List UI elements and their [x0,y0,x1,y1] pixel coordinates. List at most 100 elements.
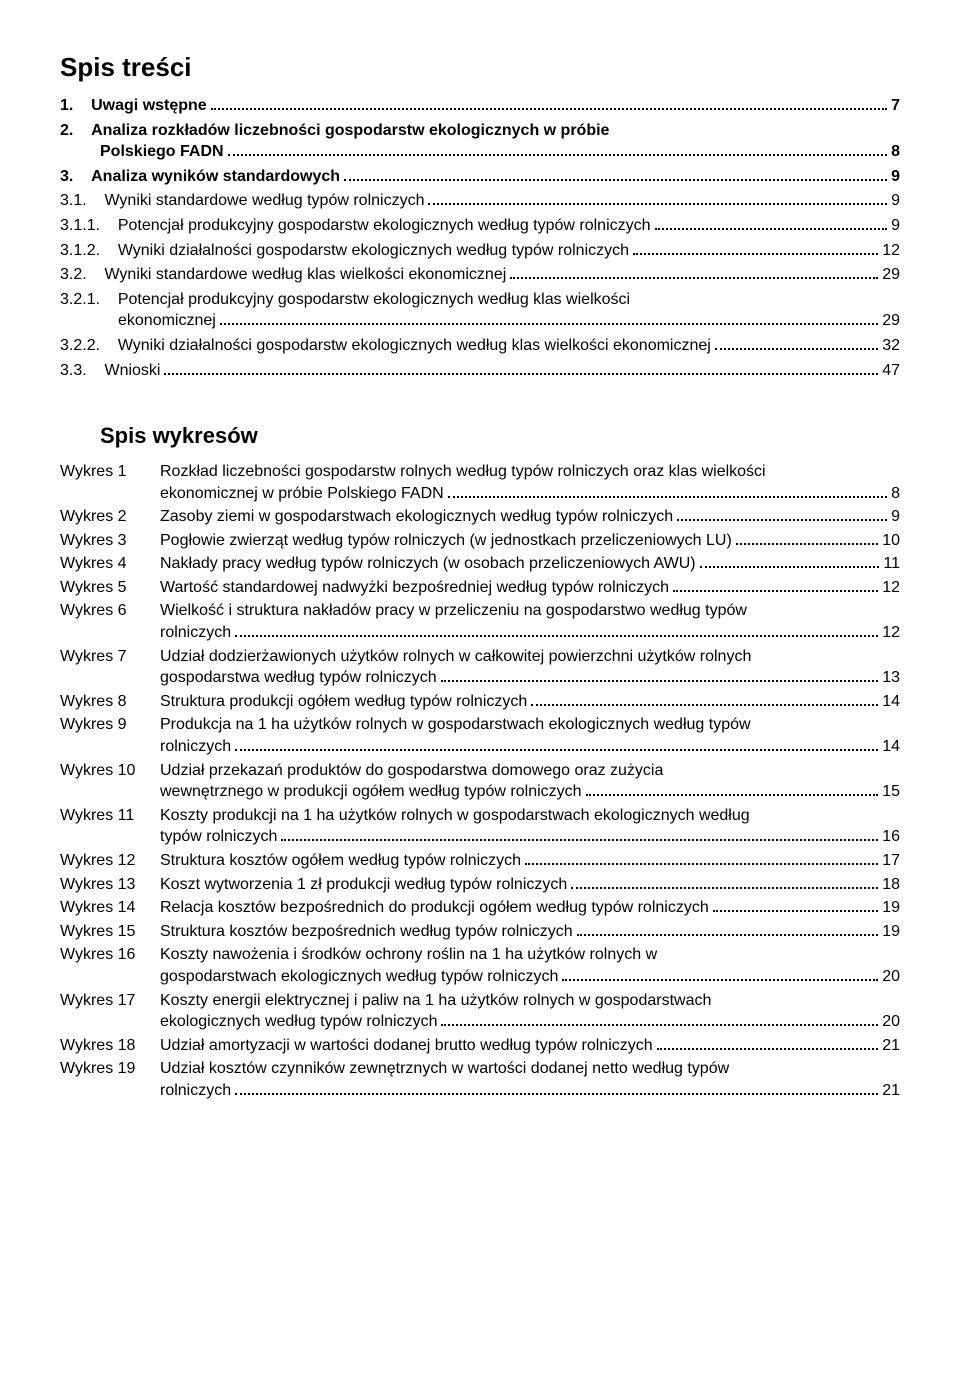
figure-entry-number: Wykres 10 [60,760,160,782]
figure-entry-page: 8 [891,483,900,505]
toc-entry: 3.3. Wnioski47 [60,360,900,382]
figure-entry-label: gospodarstwa według typów rolniczych [160,667,437,689]
dot-leader [428,191,887,206]
toc-entry-page: 29 [882,264,900,286]
dot-leader [700,553,880,568]
figure-entry-number: Wykres 15 [60,921,160,943]
dot-leader [510,264,878,279]
figure-entry: Wykres 9Produkcja na 1 ha użytków rolnyc… [60,714,900,757]
toc-entry-page: 9 [891,215,900,237]
figure-entry-page: 17 [882,850,900,872]
dot-leader [164,360,878,375]
toc-entry-label: Potencjał produkcyjny gospodarstw ekolog… [118,291,630,308]
figure-entry-page: 20 [882,966,900,988]
dot-leader [736,530,878,545]
toc-entry-number: 2. [60,122,73,139]
figure-entry-number: Wykres 5 [60,577,160,599]
figure-entry-label: Relacja kosztów bezpośrednich do produkc… [160,897,709,919]
figure-entry: Wykres 12Struktura kosztów ogółem według… [60,850,900,872]
toc-entry-page: 9 [891,190,900,212]
figure-entry-label: Rozkład liczebności gospodarstw rolnych … [160,461,766,483]
dot-leader [715,335,878,350]
dot-leader [577,921,879,936]
figure-entry-number: Wykres 4 [60,553,160,575]
figure-entry: Wykres 14Relacja kosztów bezpośrednich d… [60,897,900,919]
figure-entry-number: Wykres 18 [60,1035,160,1057]
figure-entry-label: Struktura kosztów bezpośrednich według t… [160,921,573,943]
toc-entry-page: 12 [882,240,900,262]
figure-entry: Wykres 11Koszty produkcji na 1 ha użytkó… [60,805,900,848]
toc-entry-page: 47 [882,360,900,382]
figure-entry-page: 19 [882,921,900,943]
figure-entry-label: ekonomicznej w próbie Polskiego FADN [160,483,444,505]
figure-entry-page: 19 [882,897,900,919]
figure-entry-label: Pogłowie zwierząt według typów rolniczyc… [160,530,732,552]
figure-entry-page: 18 [882,874,900,896]
dot-leader [525,850,878,865]
toc-entry-number: 3.1. [60,190,104,212]
dot-leader [220,311,878,326]
figure-entry-page: 12 [882,577,900,599]
toc-entry: 3.1. Wyniki standardowe według typów rol… [60,190,900,212]
figure-entry-label: Udział kosztów czynników zewnętrznych w … [160,1058,729,1080]
figure-entry-label: Koszt wytworzenia 1 zł produkcji według … [160,874,567,896]
figure-entry-label: typów rolniczych [160,826,277,848]
toc-heading: Spis treści [60,50,900,85]
figure-entry-page: 20 [882,1011,900,1033]
dot-leader [441,1011,878,1026]
figure-entry-page: 12 [882,622,900,644]
toc-entry-page: 9 [891,166,900,188]
toc-entry: 3.1.1. Potencjał produkcyjny gospodarstw… [60,215,900,237]
toc-entry-label: Uwagi wstępne [91,95,207,117]
figure-entry-label: Wartość standardowej nadwyżki bezpośredn… [160,577,669,599]
figure-entry-page: 11 [883,553,900,575]
toc-entry-number: 3.2.1. [60,291,100,308]
figure-entry-number: Wykres 7 [60,646,160,668]
figure-entry-page: 15 [882,781,900,803]
toc-entry: 3.2.2. Wyniki działalności gospodarstw e… [60,335,900,357]
figure-entry-label: Zasoby ziemi w gospodarstwach ekologiczn… [160,506,673,528]
figure-entry-label: Wielkość i struktura nakładów pracy w pr… [160,600,747,622]
dot-leader [281,827,878,842]
toc-entry: 2. Analiza rozkładów liczebności gospoda… [60,120,900,163]
figure-entry-page: 21 [882,1035,900,1057]
toc-entry-label: Wnioski [104,360,160,382]
figure-entry: Wykres 5Wartość standardowej nadwyżki be… [60,577,900,599]
figure-entry: Wykres 10Udział przekazań produktów do g… [60,760,900,803]
figure-entry-label: Koszty produkcji na 1 ha użytków rolnych… [160,805,750,827]
figure-entry-number: Wykres 17 [60,990,160,1012]
toc-entry: 1. Uwagi wstępne7 [60,95,900,117]
dot-leader [657,1035,879,1050]
figure-entry-page: 21 [882,1080,900,1102]
figure-entry-label: Nakłady pracy według typów rolniczych (w… [160,553,696,575]
dot-leader [633,240,878,255]
toc-entry: 3.2.1. Potencjał produkcyjny gospodarstw… [60,289,900,332]
figure-entry-label: Struktura produkcji ogółem według typów … [160,691,527,713]
figure-entry-page: 14 [882,691,900,713]
figure-entry-page: 14 [882,736,900,758]
figure-entry: Wykres 7Udział dodzierżawionych użytków … [60,646,900,689]
figure-entry: Wykres 6Wielkość i struktura nakładów pr… [60,600,900,643]
figure-entry-label: rolniczych [160,736,231,758]
figure-entry: Wykres 17Koszty energii elektrycznej i p… [60,990,900,1033]
figure-entry-label: wewnętrznego w produkcji ogółem według t… [160,781,582,803]
dot-leader [571,874,878,889]
table-of-contents: 1. Uwagi wstępne7 2. Analiza rozkładów li… [60,95,900,381]
figure-entry-number: Wykres 16 [60,944,160,966]
figure-entry: Wykres 19Udział kosztów czynników zewnęt… [60,1058,900,1101]
toc-entry-page: 32 [882,335,900,357]
figure-entry-label: Produkcja na 1 ha użytków rolnych w gosp… [160,714,751,736]
dot-leader [448,483,887,498]
figure-entry-label: gospodarstwach ekologicznych według typó… [160,966,558,988]
figure-entry: Wykres 16Koszty nawożenia i środków ochr… [60,944,900,987]
figure-entry-number: Wykres 12 [60,850,160,872]
figure-entry-label: Udział amortyzacji w wartości dodanej br… [160,1035,653,1057]
figure-entry-label: Udział przekazań produktów do gospodarst… [160,760,663,782]
dot-leader [531,691,878,706]
dot-leader [235,1080,878,1095]
toc-entry-number: 3.1.2. [60,240,118,262]
figure-entry-number: Wykres 19 [60,1058,160,1080]
toc-entry-label: Wyniki działalności gospodarstw ekologic… [118,240,629,262]
toc-entry: 3.2. Wyniki standardowe według klas wiel… [60,264,900,286]
figure-entry-page: 13 [882,667,900,689]
